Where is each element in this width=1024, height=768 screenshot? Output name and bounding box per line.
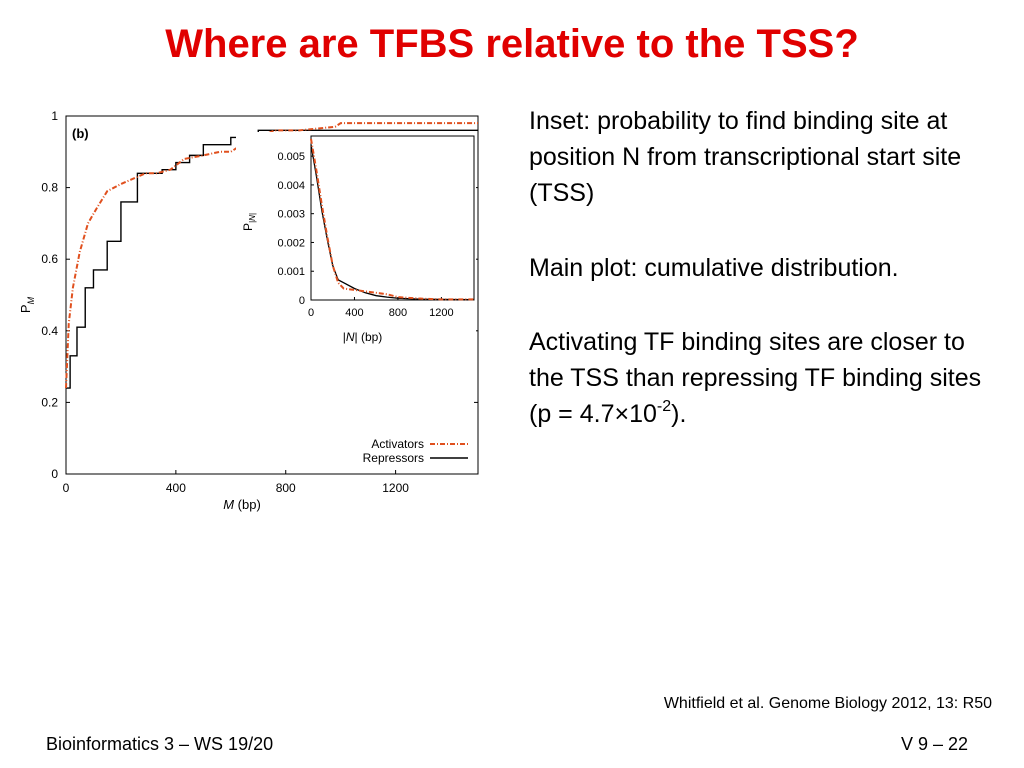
inset-plot: 0 0.001 0.002 0.003 0.004 0.005 0 400 800 1200 |N|…	[236, 132, 476, 344]
footer-page-number: V 9 – 22	[900, 734, 968, 754]
main-y-tick-label: 0.4	[41, 324, 58, 338]
main-y-tick-label: 0	[51, 467, 58, 481]
main-x-axis-label: M (bp)	[223, 497, 261, 512]
main-x-tick-label: 1200	[382, 481, 409, 495]
inset-x-axis-label: |N| (bp)	[343, 330, 383, 344]
main-x-tick-label: 0	[63, 481, 70, 495]
inset-y-tick-label: 0.003	[277, 209, 305, 221]
main-series-repressors	[66, 129, 478, 389]
cumulative-distribution-chart: 0 0.2 0.4 0.6 0.8 1 0 400 800 1200 M (bp) PM (b) Acti…	[18, 109, 479, 512]
activating-tail: ).	[671, 400, 687, 428]
activating-description: Activating TF binding sites are closer t…	[529, 324, 999, 432]
inset-frame	[310, 135, 475, 301]
main-y-tick-label: 0.8	[41, 181, 58, 195]
inset-x-tick-label: 800	[389, 307, 407, 319]
main-plot-description: Main plot: cumulative distribution.	[529, 254, 899, 282]
main-y-tick-label: 0.6	[41, 252, 58, 266]
legend-activators-label: Activators	[371, 437, 424, 451]
inset-y-tick-label: 0.004	[277, 180, 305, 192]
main-x-tick-label: 400	[166, 481, 186, 495]
inset-y-tick-label: 0	[299, 295, 305, 307]
inset-y-tick-label: 0.005	[277, 151, 305, 163]
main-y-tick-label: 1	[51, 109, 58, 123]
legend-repressors-label: Repressors	[363, 451, 424, 465]
p-value-exponent: -2	[656, 397, 672, 415]
inset-x-tick-label: 400	[345, 307, 363, 319]
main-series-activators	[65, 122, 478, 389]
main-y-axis-label: PM	[18, 296, 36, 313]
main-plot: 0 0.2 0.4 0.6 0.8 1 0 400 800 1200 M (bp) PM (b) Acti…	[18, 109, 479, 512]
slide-title: Where are TFBS relative to the TSS?	[165, 22, 859, 66]
panel-label: (b)	[72, 126, 89, 141]
inset-y-tick-label: 0.002	[277, 237, 305, 249]
inset-series-activators	[310, 138, 474, 301]
main-x-tick-label: 800	[276, 481, 296, 495]
inset-x-tick-label: 0	[308, 307, 314, 319]
activating-text: Activating TF binding sites are closer t…	[529, 328, 982, 428]
main-plot-frame	[65, 115, 479, 475]
inset-x-tick-label: 1200	[429, 307, 453, 319]
citation: Whitfield et al. Genome Biology 2012, 13…	[663, 695, 992, 712]
inset-y-tick-label: 0.001	[277, 266, 305, 278]
inset-description: Inset: probability to find binding site …	[529, 107, 962, 207]
footer-course: Bioinformatics 3 – WS 19/20	[46, 734, 274, 754]
inset-background	[236, 132, 476, 334]
main-y-tick-label: 0.2	[41, 395, 58, 409]
